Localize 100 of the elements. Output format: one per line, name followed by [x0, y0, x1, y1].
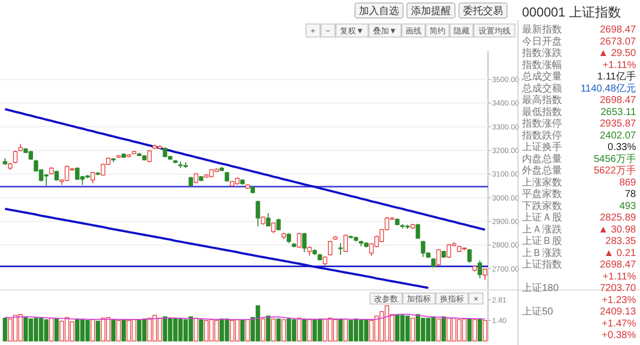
- bar: [436, 318, 441, 342]
- category-label: 总成交量: [521, 70, 562, 82]
- bar: [240, 320, 245, 342]
- text: 2653.11: [600, 106, 636, 118]
- category-label: 指数涨跌: [521, 47, 562, 59]
- text: 000001 上证指数: [522, 4, 621, 20]
- text: +0.38%: [602, 330, 636, 341]
- text: 78: [624, 189, 636, 200]
- text: 添加提醒: [411, 5, 451, 17]
- text: 2698.47: [600, 260, 636, 270]
- bar: [478, 318, 482, 342]
- category-label: 内盘总量: [522, 152, 562, 165]
- category-label: 上证50: [522, 306, 554, 318]
- text: 869: [619, 177, 636, 188]
- candlestick: [271, 222, 276, 234]
- text: 0.33%: [608, 142, 636, 153]
- category-label: 上证换手: [522, 141, 562, 153]
- text: 2402.07: [600, 130, 636, 142]
- category-label: 总成交额: [521, 82, 562, 94]
- candlestick: [436, 248, 441, 266]
- text: 2673.07: [600, 36, 636, 48]
- candlestick: [266, 212, 270, 228]
- candlestick: [286, 232, 292, 244]
- text: 加入自选: [359, 5, 399, 17]
- text: 复权▼: [340, 26, 364, 36]
- bar: [472, 319, 477, 342]
- bar: [111, 319, 116, 342]
- bar: [343, 318, 348, 342]
- text: +1.11%: [602, 60, 636, 71]
- bar: [467, 318, 472, 342]
- candlestick: [343, 234, 348, 253]
- text: ▲ 30.98: [598, 224, 636, 236]
- category-label: 平盘家数: [522, 188, 562, 200]
- category-label: 上Ａ涨跌: [522, 223, 562, 236]
- text: ▲ 29.50: [598, 48, 636, 59]
- text: 2825.89: [600, 212, 636, 224]
- category-label: 最高指数: [522, 94, 562, 106]
- text: 283.35: [605, 236, 636, 247]
- bar: [260, 318, 266, 342]
- candlestick: [13, 150, 18, 164]
- category-label: 指数跌停: [521, 129, 562, 142]
- text: 5456万手: [594, 154, 636, 165]
- candlestick: [296, 232, 302, 248]
- candlestick: [431, 258, 436, 268]
- bar: [296, 318, 302, 342]
- category-label: 最低指数: [522, 106, 562, 118]
- bar: [122, 319, 126, 342]
- text: 1140.48亿元: [580, 83, 636, 94]
- text: 简约: [430, 26, 446, 36]
- candlestick: [338, 242, 343, 256]
- candlestick: [302, 232, 307, 253]
- text: 2409.13: [600, 306, 636, 318]
- text: +1.23%: [602, 294, 636, 306]
- category-label: 上涨家数: [522, 176, 562, 188]
- category-label: 指数涨停: [521, 118, 562, 130]
- line-series: [4, 108, 486, 231]
- bar: [271, 318, 276, 342]
- text: ▲ 0.21: [604, 248, 636, 259]
- category-label: 上证180: [522, 282, 560, 294]
- category-label: 指数涨幅: [521, 58, 562, 71]
- annotation: 换指标: [440, 294, 464, 304]
- candlestick: [467, 248, 472, 264]
- bar: [245, 319, 250, 342]
- candlestick: [478, 260, 482, 279]
- bar: [96, 320, 100, 342]
- bar: [307, 319, 312, 342]
- category-label: 上证指数: [522, 258, 562, 270]
- bar: [410, 318, 415, 342]
- candlestick: [276, 218, 281, 232]
- text: 493: [619, 200, 636, 212]
- bar: [266, 316, 270, 342]
- candlestick: [147, 150, 152, 163]
- candlestick: [194, 172, 198, 184]
- candlestick: [328, 240, 332, 256]
- bar: [302, 318, 307, 342]
- bar: [198, 319, 204, 342]
- text: 设置均线: [478, 26, 510, 36]
- category-label: 上Ｂ涨跌: [522, 246, 562, 259]
- candlestick: [307, 246, 312, 256]
- bar: [54, 318, 59, 342]
- category-label: 外盘总量: [522, 164, 562, 176]
- candlestick: [416, 223, 420, 240]
- text: 2698.47: [600, 95, 636, 106]
- text: 1.11亿手: [597, 72, 636, 82]
- category-label: 下跌家数: [522, 200, 562, 212]
- category-label: 上证Ａ股: [522, 212, 562, 224]
- bar: [276, 318, 281, 342]
- text: 委托交易: [463, 5, 503, 17]
- text: 2698.47: [600, 24, 636, 36]
- category-label: 最新指数: [522, 24, 562, 36]
- bar: [282, 319, 286, 342]
- category-label: 今日开盘: [522, 35, 562, 48]
- annotation: ×: [474, 294, 479, 304]
- bar: [442, 316, 446, 342]
- category-label: 上证Ｂ股: [522, 235, 562, 247]
- bar: [90, 319, 95, 342]
- bar: [116, 320, 121, 342]
- candlestick: [256, 200, 260, 227]
- bar: [2, 318, 8, 342]
- text: 2935.87: [600, 118, 636, 130]
